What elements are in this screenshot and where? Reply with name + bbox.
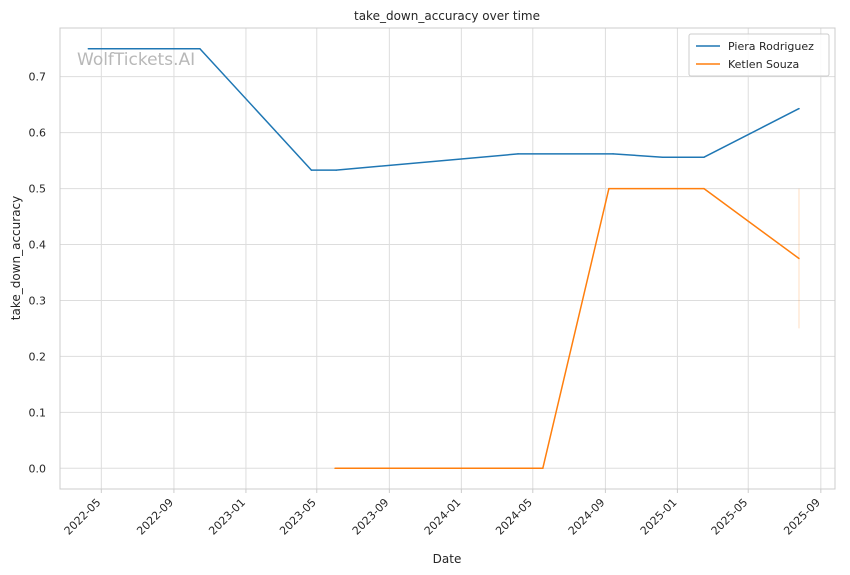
data-point-piera-rodriguez [199, 47, 201, 50]
plot-area [60, 28, 835, 489]
y-tick-label: 0.0 [29, 462, 47, 475]
data-point-piera-rodriguez [798, 107, 800, 110]
data-point-ketlen-souza [542, 467, 544, 470]
chart-title: take_down_accuracy over time [354, 9, 540, 23]
x-tick-label: 2024-01 [422, 496, 464, 538]
x-tick-label: 2022-09 [134, 496, 176, 538]
watermark: WolfTickets.AI [77, 50, 195, 70]
y-tick-labels: 0.0 0.1 0.2 0.3 0.4 0.5 0.6 0.7 [29, 71, 47, 476]
x-tick-label: 2025-09 [781, 496, 823, 538]
data-point-piera-rodriguez [612, 153, 614, 155]
x-tick-label: 2022-05 [62, 496, 104, 538]
x-tick-label: 2025-01 [638, 496, 680, 538]
plot-frame [59, 27, 836, 490]
x-tick-label: 2025-05 [709, 496, 751, 538]
x-tick-labels: 2022-05 2022-09 2023-01 2023-05 2023-09 2024-… [62, 496, 823, 538]
x-tick-label: 2023-05 [277, 496, 319, 538]
x-tick-label: 2023-09 [350, 496, 392, 538]
legend-box [688, 33, 830, 77]
y-tick-label: 0.6 [29, 127, 47, 140]
data-point-piera-rodriguez [661, 156, 664, 158]
x-axis-label: Date [433, 552, 462, 566]
legend: Piera Rodriguez Ketlen Souza [688, 33, 830, 77]
legend-label-ketlen-souza: Ketlen Souza [728, 58, 799, 71]
data-point-piera-rodriguez [703, 156, 705, 158]
data-point-piera-rodriguez [310, 169, 313, 171]
data-point-piera-rodriguez [517, 153, 519, 155]
y-tick-label: 0.2 [29, 350, 47, 363]
y-tick-label: 0.4 [29, 239, 47, 252]
y-tick-label: 0.7 [29, 71, 47, 84]
legend-label-piera-rodriguez: Piera Rodriguez [728, 40, 814, 53]
data-point-ketlen-souza [798, 257, 800, 260]
x-tick-label: 2024-05 [493, 496, 535, 538]
data-point-ketlen-souza [334, 467, 336, 470]
data-point-ketlen-souza [608, 187, 610, 190]
y-tick-label: 0.3 [29, 294, 47, 307]
data-point-piera-rodriguez [87, 47, 90, 50]
data-point-ketlen-souza [703, 187, 705, 190]
y-tick-label: 0.5 [29, 183, 47, 196]
x-tick-label: 2024-09 [566, 496, 608, 538]
data-point-piera-rodriguez [335, 169, 337, 171]
y-tick-label: 0.1 [29, 406, 47, 419]
series-layer [87, 47, 800, 470]
y-axis-label: take_down_accuracy [9, 196, 23, 320]
x-tick-label: 2023-01 [206, 496, 248, 538]
gridlines [60, 28, 835, 493]
